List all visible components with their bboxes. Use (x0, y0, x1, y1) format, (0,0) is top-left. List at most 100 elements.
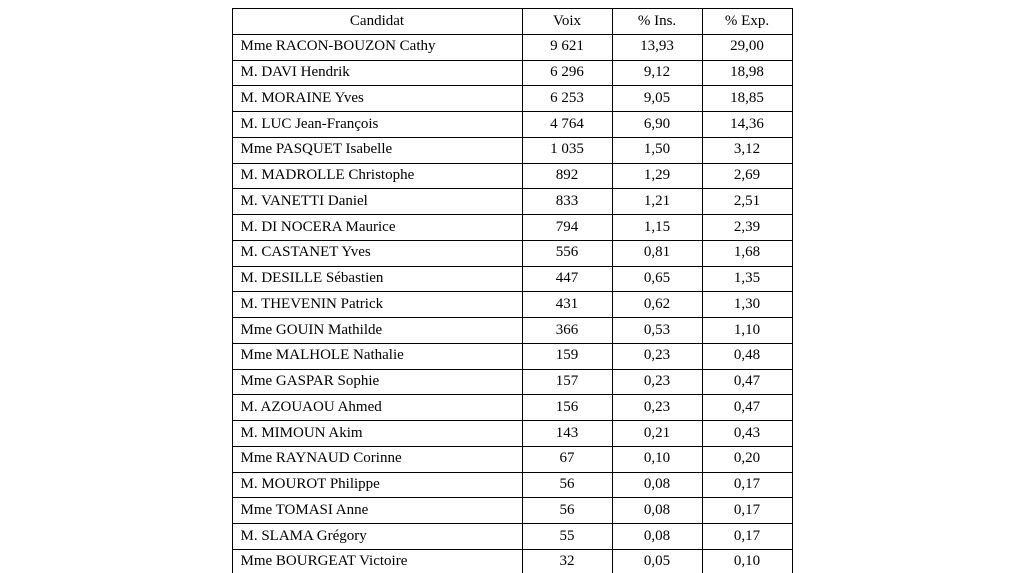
col-header-pct-ins: % Ins. (612, 9, 702, 35)
cell-candidat: M. MADROLLE Christophe (232, 163, 522, 189)
cell-pct-ins: 0,23 (612, 395, 702, 421)
table-row: Mme PASQUET Isabelle1 0351,503,12 (232, 137, 792, 163)
cell-pct-ins: 13,93 (612, 34, 702, 60)
cell-voix: 6 296 (522, 60, 612, 86)
cell-voix: 157 (522, 369, 612, 395)
table-row: Mme RAYNAUD Corinne670,100,20 (232, 446, 792, 472)
cell-pct-ins: 1,50 (612, 137, 702, 163)
cell-candidat: M. DAVI Hendrik (232, 60, 522, 86)
cell-candidat: M. MOUROT Philippe (232, 472, 522, 498)
table-row: M. DESILLE Sébastien4470,651,35 (232, 266, 792, 292)
cell-voix: 366 (522, 318, 612, 344)
cell-pct-exp: 18,85 (702, 86, 792, 112)
cell-candidat: M. DI NOCERA Maurice (232, 215, 522, 241)
cell-pct-exp: 0,17 (702, 498, 792, 524)
cell-pct-ins: 1,15 (612, 215, 702, 241)
cell-voix: 9 621 (522, 34, 612, 60)
cell-pct-ins: 0,10 (612, 446, 702, 472)
results-table: Candidat Voix % Ins. % Exp. Mme RACON-BO… (232, 8, 793, 573)
cell-pct-ins: 0,81 (612, 240, 702, 266)
table-row: M. DI NOCERA Maurice7941,152,39 (232, 215, 792, 241)
table-body: Mme RACON-BOUZON Cathy9 62113,9329,00M. … (232, 34, 792, 573)
cell-pct-ins: 0,62 (612, 292, 702, 318)
cell-candidat: Mme TOMASI Anne (232, 498, 522, 524)
table-row: M. MADROLLE Christophe8921,292,69 (232, 163, 792, 189)
table-row: M. VANETTI Daniel8331,212,51 (232, 189, 792, 215)
cell-voix: 6 253 (522, 86, 612, 112)
cell-candidat: M. VANETTI Daniel (232, 189, 522, 215)
cell-voix: 56 (522, 472, 612, 498)
cell-pct-exp: 1,30 (702, 292, 792, 318)
cell-pct-exp: 0,17 (702, 472, 792, 498)
col-header-voix: Voix (522, 9, 612, 35)
cell-pct-exp: 0,47 (702, 395, 792, 421)
table-row: Mme RACON-BOUZON Cathy9 62113,9329,00 (232, 34, 792, 60)
cell-pct-ins: 0,21 (612, 421, 702, 447)
cell-pct-ins: 0,05 (612, 549, 702, 573)
cell-voix: 32 (522, 549, 612, 573)
cell-candidat: M. MORAINE Yves (232, 86, 522, 112)
cell-pct-ins: 1,21 (612, 189, 702, 215)
cell-candidat: Mme BOURGEAT Victoire (232, 549, 522, 573)
table-row: Mme GASPAR Sophie1570,230,47 (232, 369, 792, 395)
cell-candidat: Mme GASPAR Sophie (232, 369, 522, 395)
table-row: M. THEVENIN Patrick4310,621,30 (232, 292, 792, 318)
cell-pct-exp: 18,98 (702, 60, 792, 86)
cell-voix: 892 (522, 163, 612, 189)
cell-candidat: Mme PASQUET Isabelle (232, 137, 522, 163)
cell-pct-exp: 0,20 (702, 446, 792, 472)
cell-candidat: M. DESILLE Sébastien (232, 266, 522, 292)
table-row: Mme GOUIN Mathilde3660,531,10 (232, 318, 792, 344)
cell-voix: 55 (522, 524, 612, 550)
cell-voix: 447 (522, 266, 612, 292)
table-row: Mme TOMASI Anne560,080,17 (232, 498, 792, 524)
cell-pct-exp: 2,39 (702, 215, 792, 241)
cell-pct-exp: 14,36 (702, 112, 792, 138)
cell-candidat: Mme RAYNAUD Corinne (232, 446, 522, 472)
table-row: M. DAVI Hendrik6 2969,1218,98 (232, 60, 792, 86)
cell-pct-exp: 1,35 (702, 266, 792, 292)
cell-voix: 431 (522, 292, 612, 318)
cell-pct-exp: 3,12 (702, 137, 792, 163)
cell-candidat: Mme GOUIN Mathilde (232, 318, 522, 344)
table-row: M. CASTANET Yves5560,811,68 (232, 240, 792, 266)
table-row: M. MIMOUN Akim1430,210,43 (232, 421, 792, 447)
cell-candidat: Mme MALHOLE Nathalie (232, 343, 522, 369)
cell-voix: 156 (522, 395, 612, 421)
cell-pct-ins: 0,08 (612, 498, 702, 524)
cell-pct-ins: 6,90 (612, 112, 702, 138)
cell-pct-exp: 1,68 (702, 240, 792, 266)
cell-pct-ins: 0,23 (612, 369, 702, 395)
cell-candidat: M. MIMOUN Akim (232, 421, 522, 447)
cell-pct-exp: 0,48 (702, 343, 792, 369)
table-row: Mme MALHOLE Nathalie1590,230,48 (232, 343, 792, 369)
cell-candidat: M. AZOUAOU Ahmed (232, 395, 522, 421)
table-row: Mme BOURGEAT Victoire320,050,10 (232, 549, 792, 573)
cell-candidat: M. SLAMA Grégory (232, 524, 522, 550)
table-header: Candidat Voix % Ins. % Exp. (232, 9, 792, 35)
cell-pct-ins: 9,12 (612, 60, 702, 86)
cell-pct-ins: 0,53 (612, 318, 702, 344)
col-header-pct-exp: % Exp. (702, 9, 792, 35)
table-row: M. SLAMA Grégory550,080,17 (232, 524, 792, 550)
cell-pct-exp: 0,10 (702, 549, 792, 573)
cell-pct-ins: 9,05 (612, 86, 702, 112)
cell-candidat: M. THEVENIN Patrick (232, 292, 522, 318)
cell-voix: 67 (522, 446, 612, 472)
cell-pct-exp: 0,17 (702, 524, 792, 550)
table-row: M. AZOUAOU Ahmed1560,230,47 (232, 395, 792, 421)
cell-pct-exp: 1,10 (702, 318, 792, 344)
cell-voix: 159 (522, 343, 612, 369)
cell-pct-ins: 0,08 (612, 524, 702, 550)
cell-voix: 556 (522, 240, 612, 266)
cell-voix: 833 (522, 189, 612, 215)
cell-voix: 794 (522, 215, 612, 241)
table-row: M. MORAINE Yves6 2539,0518,85 (232, 86, 792, 112)
cell-voix: 56 (522, 498, 612, 524)
table-row: M. MOUROT Philippe560,080,17 (232, 472, 792, 498)
cell-pct-ins: 0,08 (612, 472, 702, 498)
page-wrapper: Candidat Voix % Ins. % Exp. Mme RACON-BO… (0, 0, 1024, 573)
col-header-candidat: Candidat (232, 9, 522, 35)
cell-voix: 143 (522, 421, 612, 447)
cell-candidat: M. CASTANET Yves (232, 240, 522, 266)
